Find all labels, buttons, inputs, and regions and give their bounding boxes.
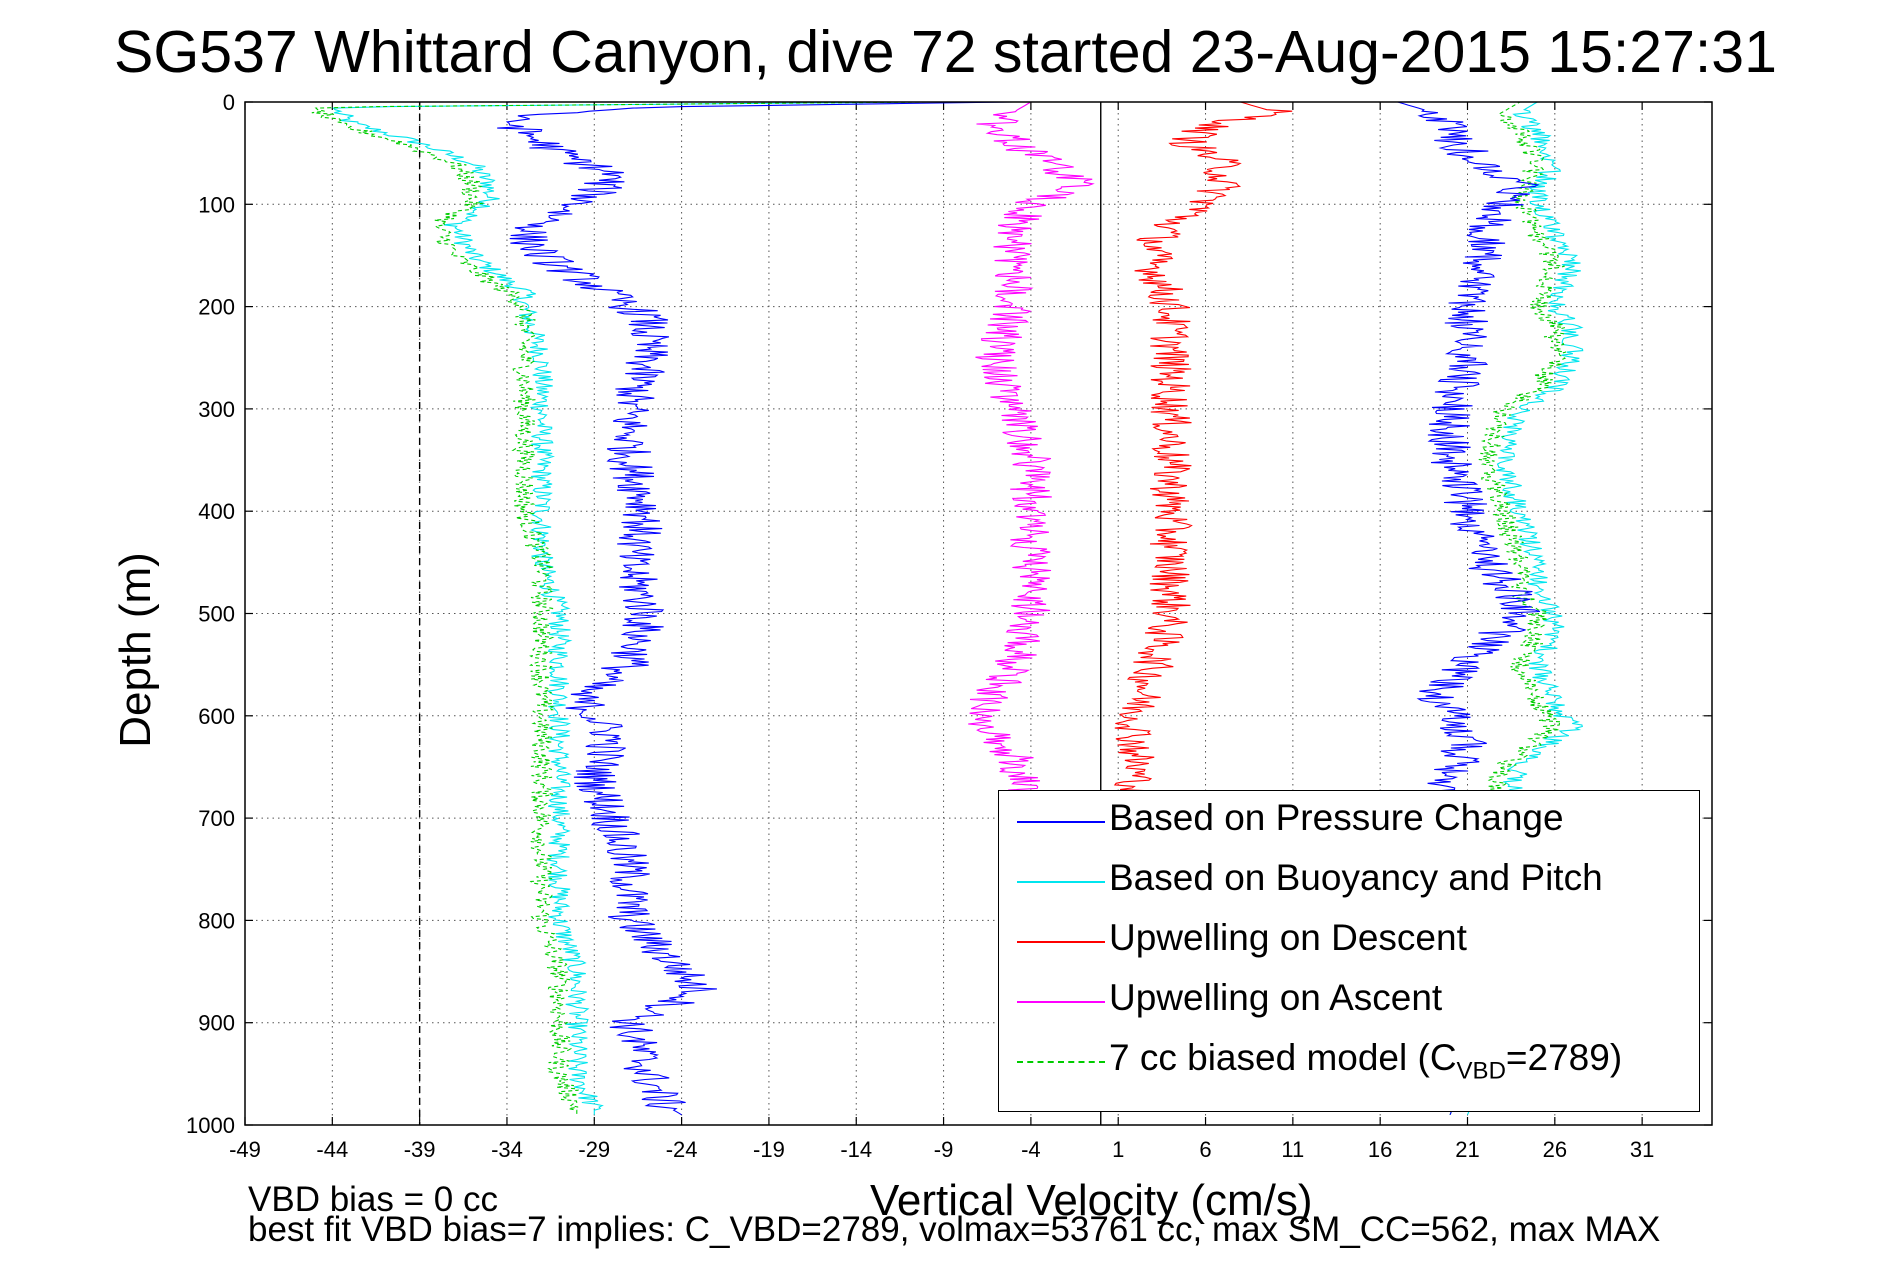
y-tick-labels: 0 100 200 300 400 500 600 700 800 900 1000 (186, 90, 235, 1138)
legend-swatch-upwelling-ascent (1017, 1001, 1105, 1003)
legend-entry-biased-model: 7 cc biased model (CVBD=2789) (999, 1031, 1699, 1091)
legend-entry-pressure: Based on Pressure Change (999, 791, 1699, 851)
grid-lines (244, 101, 1712, 1126)
series-line-3 (968, 102, 1095, 799)
x-tick-label: 21 (1455, 1137, 1479, 1162)
legend-label-upwelling-ascent: Upwelling on Ascent (1109, 977, 1443, 1018)
x-tick-label: -24 (666, 1137, 698, 1162)
x-tick-label: 16 (1368, 1137, 1392, 1162)
series-line-2 (1113, 101, 1293, 798)
legend-label-upwelling-descent: Upwelling on Descent (1109, 917, 1467, 958)
legend-swatch-pressure (1017, 821, 1105, 823)
legend-swatch-biased-model (1017, 1061, 1105, 1063)
x-tick-label: 26 (1543, 1137, 1567, 1162)
legend-label-pressure: Based on Pressure Change (1109, 797, 1564, 838)
y-tick-label: 1000 (186, 1113, 235, 1138)
legend: Based on Pressure Change Based on Buoyan… (998, 790, 1700, 1112)
y-axis-label: Depth (m) (111, 552, 160, 748)
y-tick-label: 900 (198, 1011, 235, 1036)
y-tick-label: 700 (198, 806, 235, 831)
x-tick-labels: -49 -44 -39 -34 -29 -24 -19 -14 -9 -4 1 6 11 16 21 26 31 (229, 1137, 1654, 1162)
x-tick-label: -9 (934, 1137, 954, 1162)
x-tick-label: -49 (229, 1137, 261, 1162)
plot-frame (244, 101, 1713, 1126)
series-line-1-descent (332, 101, 927, 1115)
y-tick-label: 600 (198, 704, 235, 729)
y-tick-label: 300 (198, 397, 235, 422)
legend-entry-buoyancy: Based on Buoyancy and Pitch (999, 851, 1699, 911)
y-tick-label: 400 (198, 499, 235, 524)
legend-label-buoyancy: Based on Buoyancy and Pitch (1109, 857, 1603, 898)
x-tick-label: 11 (1281, 1137, 1304, 1162)
legend-label-biased-model: 7 cc biased model (CVBD=2789) (1109, 1037, 1623, 1085)
best-fit-note: best fit VBD bias=7 implies: C_VBD=2789,… (248, 1210, 1661, 1249)
x-tick-label: 6 (1199, 1137, 1211, 1162)
series-line-0-descent (497, 101, 1014, 1116)
legend-entry-upwelling-ascent: Upwelling on Ascent (999, 971, 1699, 1031)
y-tick-label: 500 (198, 602, 235, 627)
y-tick-label: 100 (198, 192, 235, 217)
y-tick-label: 200 (198, 295, 235, 320)
vbd-bias-note: VBD bias = 0 cc (248, 1180, 498, 1219)
x-tick-label: -39 (404, 1137, 436, 1162)
series-line-4-descent (311, 101, 927, 1115)
x-tick-label: -34 (491, 1137, 523, 1162)
chart-title: SG537 Whittard Canyon, dive 72 started 2… (114, 19, 1777, 85)
series-group (311, 101, 1584, 1116)
x-tick-label: -14 (840, 1137, 872, 1162)
x-tick-label: -44 (316, 1137, 348, 1162)
y-tick-label: 800 (198, 908, 235, 933)
x-axis-label: Vertical Velocity (cm/s) (870, 1176, 1313, 1225)
y-tick-label: 0 (223, 90, 235, 115)
x-tick-label: 31 (1630, 1137, 1654, 1162)
legend-swatch-buoyancy (1017, 881, 1105, 883)
legend-entry-upwelling-descent: Upwelling on Descent (999, 911, 1699, 971)
x-tick-label: -29 (578, 1137, 610, 1162)
x-tick-label: -4 (1021, 1137, 1041, 1162)
legend-swatch-upwelling-descent (1017, 941, 1105, 943)
x-tick-label: 1 (1112, 1137, 1124, 1162)
x-tick-label: -19 (753, 1137, 785, 1162)
